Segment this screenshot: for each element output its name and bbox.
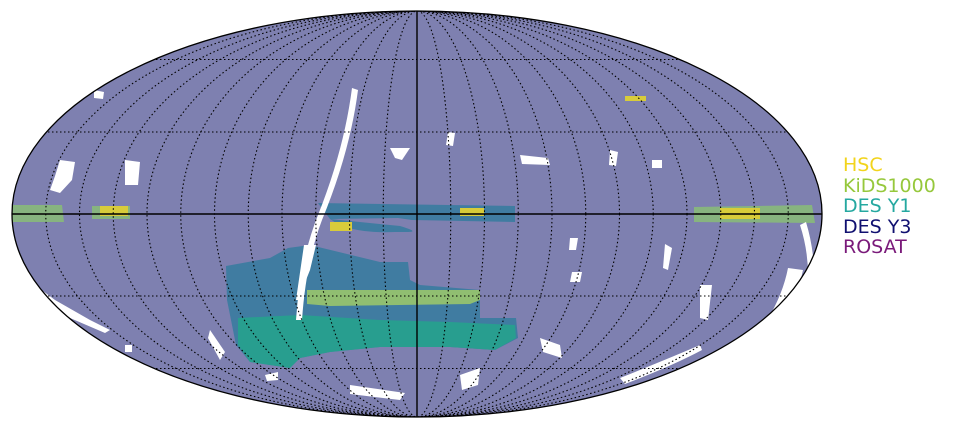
des-y1-footprint [238, 315, 516, 368]
survey-legend: HSC KiDS1000 DES Y1 DES Y3 ROSAT [843, 155, 936, 258]
graticule-parallels [12, 58, 822, 370]
sky-outline [11, 10, 823, 418]
mask-holes [35, 88, 814, 400]
legend-item-hsc: HSC [843, 154, 883, 176]
legend-item-des-y3: DES Y3 [843, 215, 912, 238]
legend-item-kids1000: KiDS1000 [843, 174, 936, 197]
legend-item-rosat: ROSAT [843, 236, 907, 258]
legend-item-des-y1: DES Y1 [843, 195, 912, 217]
